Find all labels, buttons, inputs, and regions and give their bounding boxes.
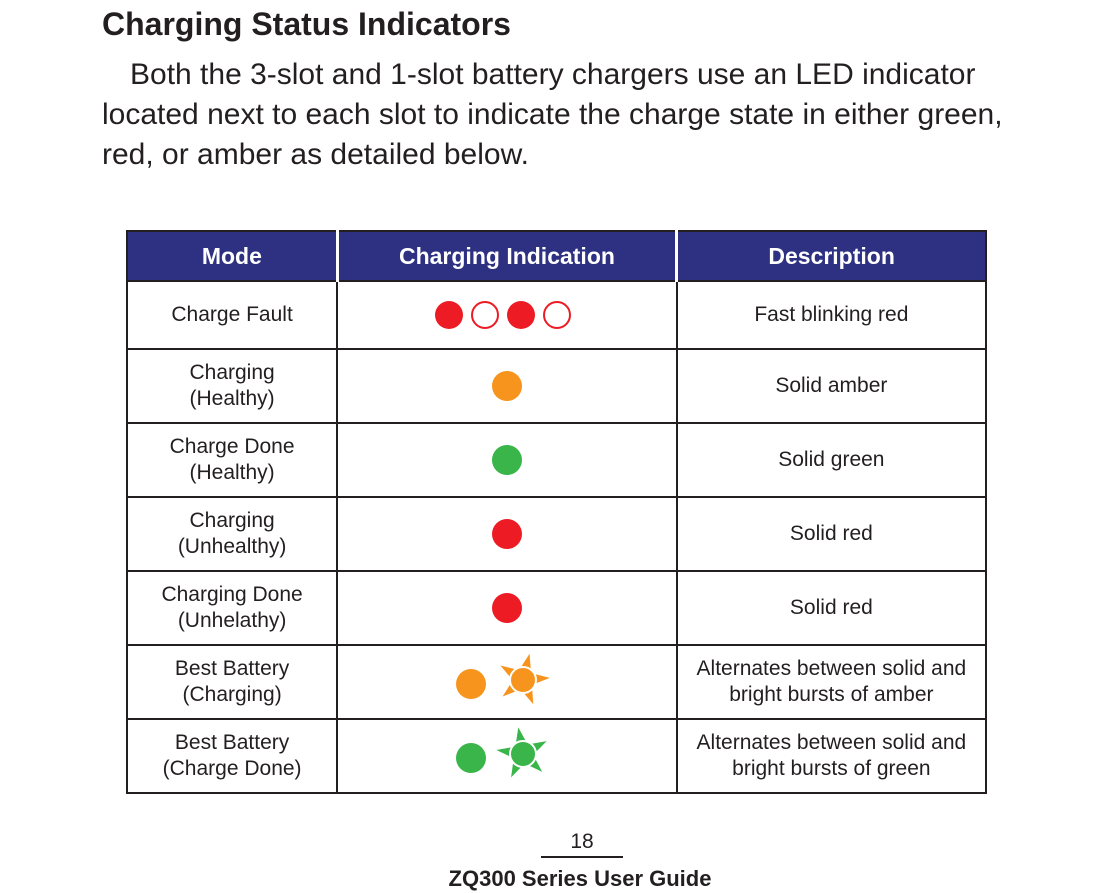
description-cell: Solid green <box>675 422 988 498</box>
table-row: Charge Fault Fast blinking red <box>125 280 988 350</box>
table-row: Charging (Unhealthy) Solid red <box>125 496 988 572</box>
mode-line2: (Healthy) <box>189 461 275 484</box>
mode-cell: Charging (Healthy) <box>125 348 339 424</box>
header-charging-indication: Charging Indication <box>336 230 679 282</box>
description-cell: Solid red <box>675 570 988 646</box>
description-line2: bright bursts of amber <box>729 683 934 706</box>
description-line1: Alternates between solid and <box>696 657 967 680</box>
mode-line2: (Unhelathy) <box>177 609 287 632</box>
table-header-row: Mode Charging Indication Description <box>125 230 988 282</box>
mode-cell: Charge Fault <box>125 280 339 350</box>
mode-line2: (Charging) <box>182 683 282 706</box>
mode-line1: Best Battery <box>174 657 290 680</box>
description-cell: Fast blinking red <box>675 280 988 350</box>
table-row: Charging (Healthy) Solid amber <box>125 348 988 424</box>
table-row: Charging Done (Unhelathy) Solid red <box>125 570 988 646</box>
description-cell: Solid red <box>675 496 988 572</box>
mode-line2: (Healthy) <box>189 387 275 410</box>
footer-title: ZQ300 Series User Guide <box>448 866 712 891</box>
solid-green-icon <box>491 445 522 475</box>
mode-cell: Charging Done (Unhelathy) <box>125 570 339 646</box>
mode-cell: Charging (Unhealthy) <box>125 496 339 572</box>
description-cell: Alternates between solid and bright burs… <box>675 718 988 794</box>
header-mode: Mode <box>125 230 339 282</box>
indicator-cell <box>336 348 678 424</box>
mode-cell: Best Battery (Charging) <box>125 644 339 720</box>
description-line1: Solid green <box>778 448 885 471</box>
solid-red-icon <box>491 593 522 623</box>
mode-line1: Charge Done <box>169 435 295 458</box>
description-line1: Solid red <box>789 596 873 619</box>
description-cell: Alternates between solid and bright burs… <box>675 644 988 720</box>
mode-line1: Best Battery <box>174 731 290 754</box>
solid-red-icon <box>491 519 522 549</box>
amber-burst-icon <box>455 653 550 705</box>
charging-status-table: Mode Charging Indication Description Cha… <box>125 230 988 794</box>
indicator-cell <box>336 280 678 350</box>
mode-line1: Charge Fault <box>171 303 293 326</box>
solid-amber-icon <box>491 371 522 401</box>
description-line1: Solid amber <box>775 374 888 397</box>
green-burst-icon <box>455 727 547 778</box>
indicator-cell <box>336 496 678 572</box>
page-title: Charging Status Indicators <box>102 6 511 42</box>
page-number: 18 <box>541 830 623 858</box>
mode-line2: (Charge Done) <box>162 757 302 780</box>
blinking-red-icon <box>434 301 571 329</box>
indicator-cell <box>336 718 678 794</box>
table-row: Best Battery (Charging) Alternates betwe… <box>125 644 988 720</box>
description-cell: Solid amber <box>675 348 988 424</box>
mode-line1: Charging <box>189 509 275 532</box>
header-description: Description <box>675 230 988 282</box>
description-line1: Alternates between solid and <box>696 731 967 754</box>
mode-cell: Best Battery (Charge Done) <box>125 718 339 794</box>
mode-cell: Charge Done (Healthy) <box>125 422 339 498</box>
description-line1: Solid red <box>789 522 873 545</box>
description-line1: Fast blinking red <box>754 303 909 326</box>
mode-line1: Charging <box>189 361 275 384</box>
table-row: Best Battery (Charge Done) Alternates be… <box>125 718 988 794</box>
description-line2: bright bursts of green <box>732 757 931 780</box>
indicator-cell <box>336 644 678 720</box>
table-row: Charge Done (Healthy) Solid green <box>125 422 988 498</box>
indicator-cell <box>336 570 678 646</box>
indicator-cell <box>336 422 678 498</box>
mode-line2: (Unhealthy) <box>177 535 287 558</box>
mode-line1: Charging Done <box>161 583 303 606</box>
intro-paragraph: Both the 3-slot and 1-slot battery charg… <box>102 58 1003 171</box>
